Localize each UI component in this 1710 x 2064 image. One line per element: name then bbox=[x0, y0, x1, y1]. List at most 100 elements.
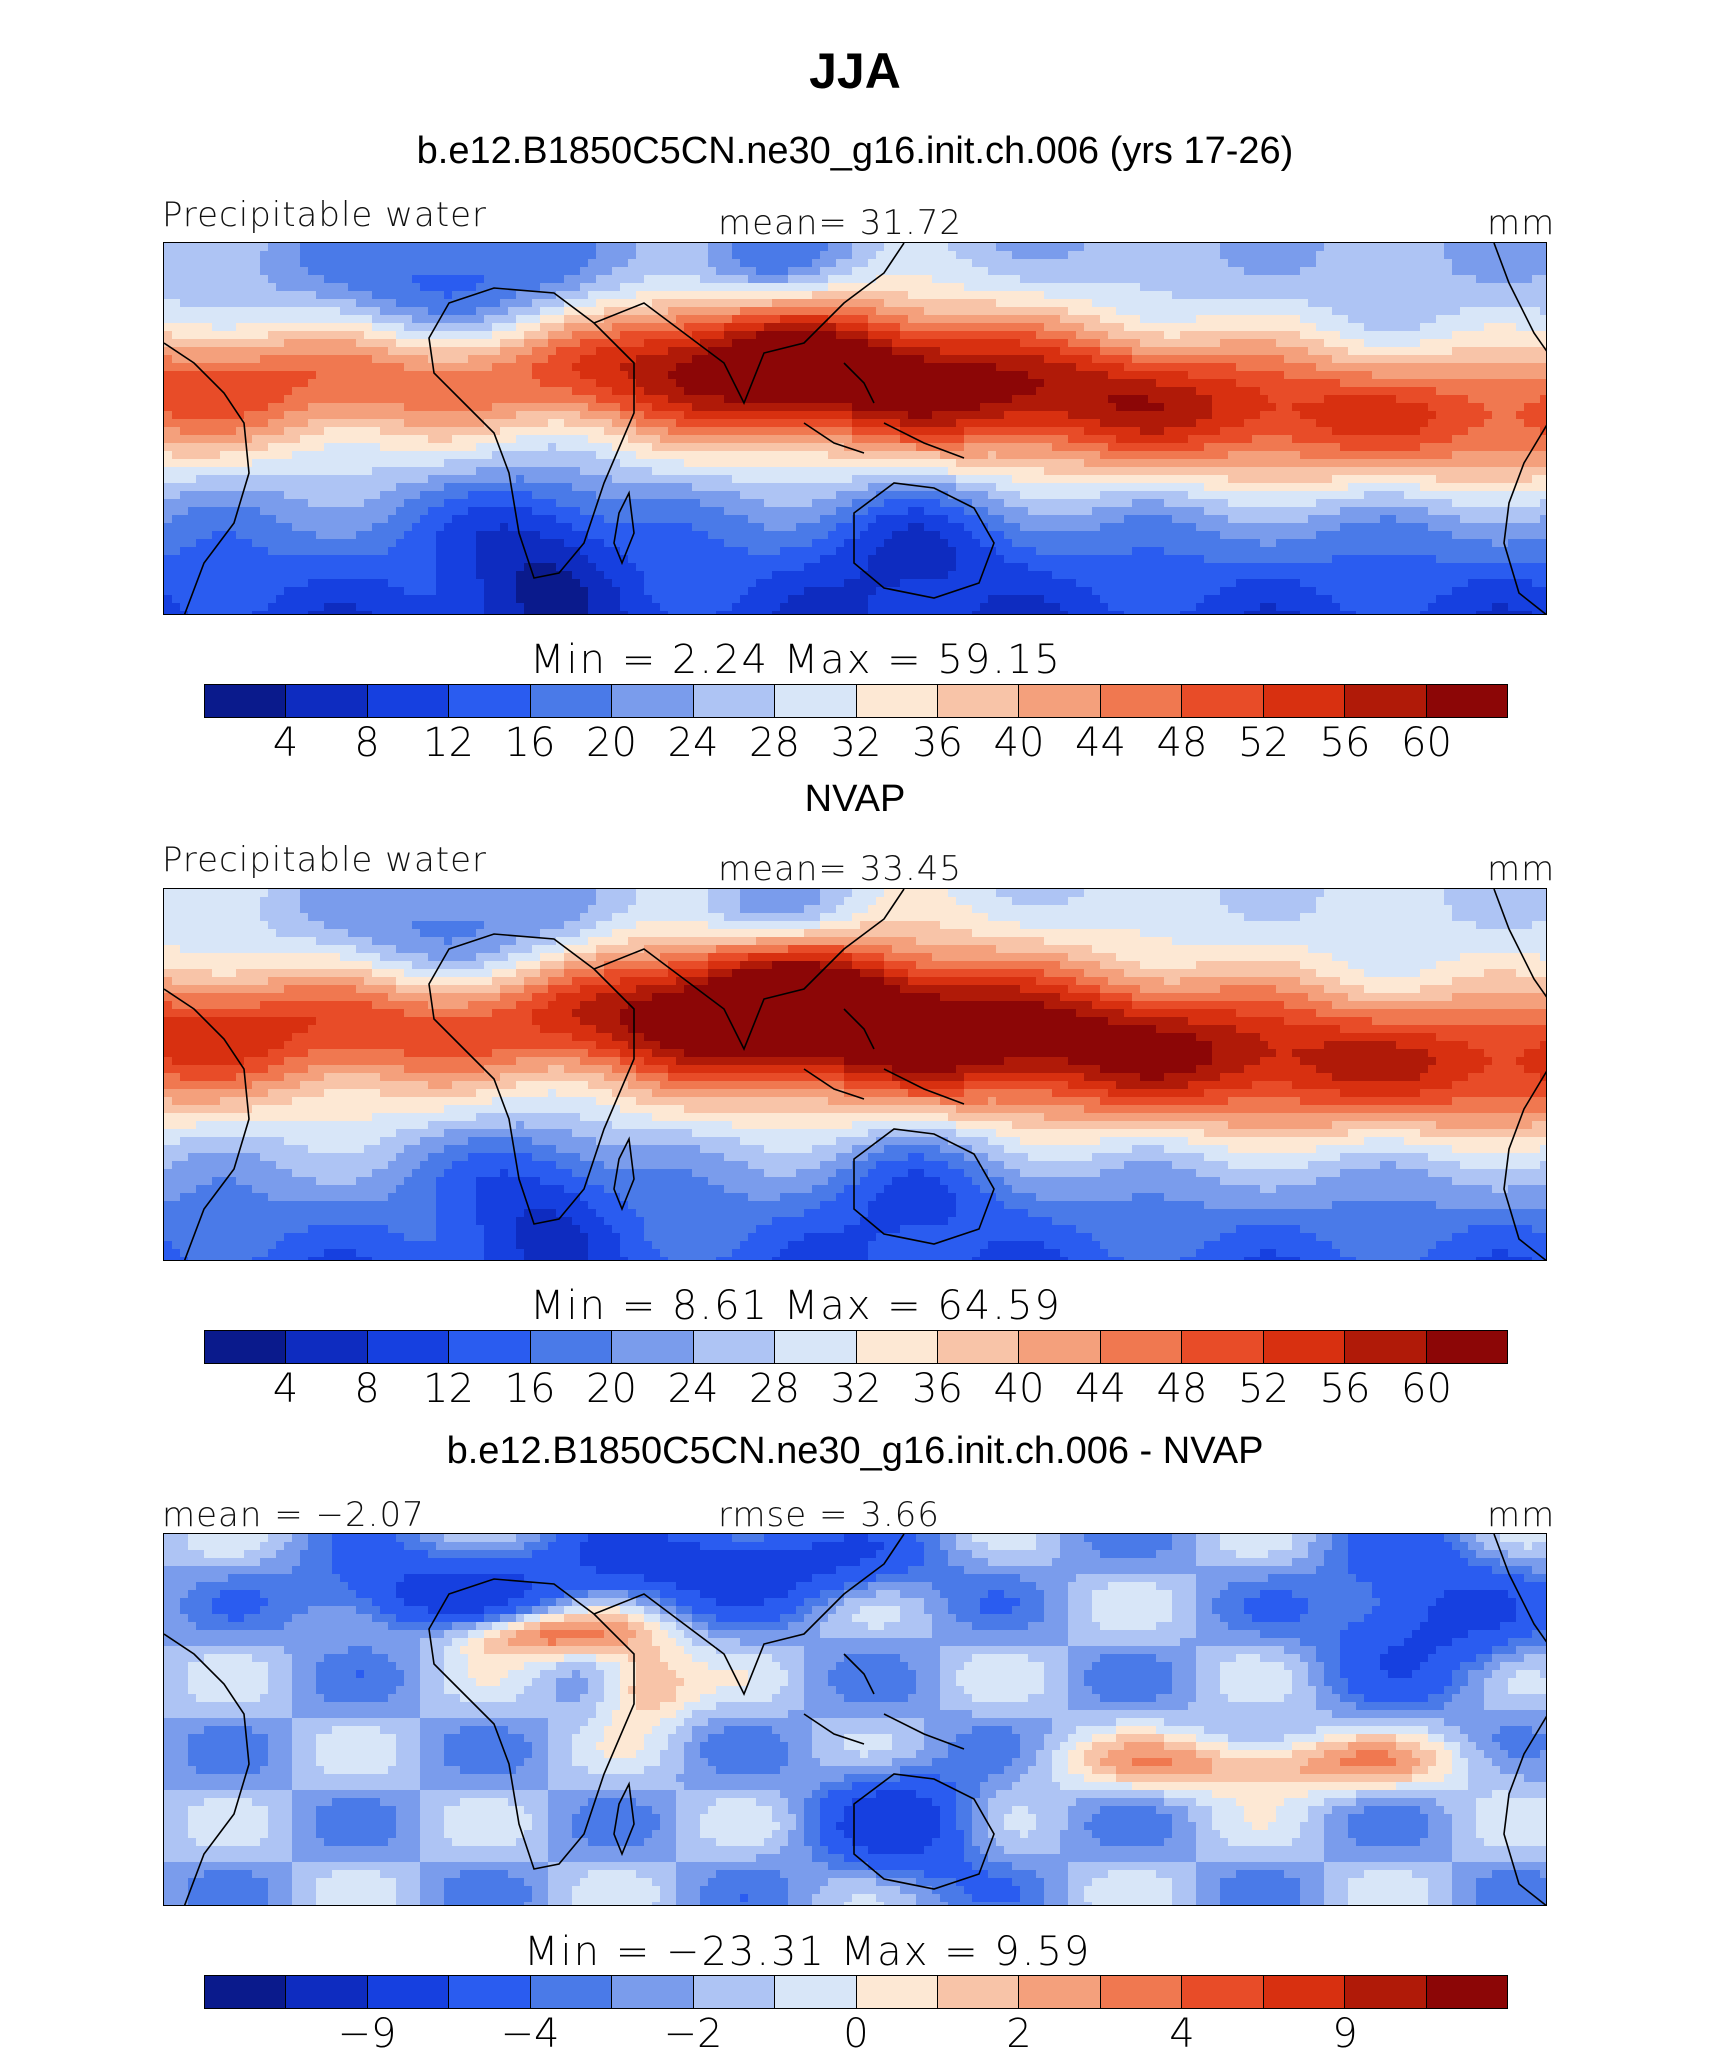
panel-2-map bbox=[163, 888, 1547, 1261]
colorbar-swatch bbox=[693, 1331, 776, 1363]
figure-title: JJA bbox=[0, 42, 1710, 100]
colorbar-swatch bbox=[856, 685, 938, 717]
colorbar-tick-label: 44 bbox=[1075, 720, 1126, 766]
colorbar-swatch bbox=[937, 1976, 1020, 2008]
colorbar-swatch bbox=[1100, 685, 1183, 717]
colorbar-swatch bbox=[775, 1976, 857, 2008]
colorbar-swatch bbox=[286, 1331, 368, 1363]
colorbar-tick-label: 20 bbox=[586, 720, 637, 766]
panel-2-map-svg bbox=[164, 889, 1546, 1260]
colorbar-tick-label: 16 bbox=[505, 1366, 556, 1412]
colorbar-swatch bbox=[612, 685, 694, 717]
colorbar-tick-label: 36 bbox=[912, 1366, 963, 1412]
colorbar-swatch bbox=[1019, 1976, 1101, 2008]
colorbar-tick-label: 16 bbox=[505, 720, 556, 766]
colorbar-tick-label: 8 bbox=[354, 720, 379, 766]
colorbar-swatch bbox=[1100, 1331, 1183, 1363]
panel-2-units-label: mm bbox=[1487, 849, 1555, 889]
panel-1-colorbar-ticks: 4 8 12 16 20 24 28 32 36 40 44 48 52 56 60 bbox=[204, 720, 1508, 768]
colorbar-swatch bbox=[286, 1976, 368, 2008]
panel-1-minmax: Min = 2.24 Max = 59.15 bbox=[530, 637, 1062, 683]
panel-3-subtitle: b.e12.B1850C5CN.ne30_g16.init.ch.006 - N… bbox=[0, 1430, 1710, 1473]
colorbar-tick-label: 32 bbox=[831, 720, 882, 766]
panel-2-colorbar-ticks: 4 8 12 16 20 24 28 32 36 40 44 48 52 56 60 bbox=[204, 1366, 1508, 1414]
colorbar-swatch bbox=[693, 685, 776, 717]
colorbar-swatch bbox=[530, 1331, 613, 1363]
colorbar-tick-label: 24 bbox=[668, 1366, 719, 1412]
colorbar-swatch bbox=[1019, 1331, 1101, 1363]
colorbar-swatch bbox=[367, 685, 450, 717]
colorbar-tick-label: 0 bbox=[843, 2011, 868, 2057]
panel-2-subtitle: NVAP bbox=[0, 778, 1710, 821]
colorbar-swatch bbox=[856, 1976, 938, 2008]
panel-3-colorbar bbox=[204, 1975, 1508, 2009]
colorbar-swatch bbox=[367, 1976, 450, 2008]
colorbar-tick-label: 36 bbox=[912, 720, 963, 766]
colorbar-swatch bbox=[1426, 1976, 1507, 2008]
colorbar-swatch bbox=[367, 1331, 450, 1363]
colorbar-swatch bbox=[1182, 1976, 1264, 2008]
colorbar-swatch bbox=[775, 685, 857, 717]
colorbar-tick-label: 28 bbox=[749, 1366, 800, 1412]
colorbar-swatch bbox=[1426, 1331, 1507, 1363]
colorbar-swatch bbox=[449, 685, 531, 717]
colorbar-tick-label: −4 bbox=[501, 2011, 560, 2057]
colorbar-tick-label: 48 bbox=[1157, 1366, 1208, 1412]
colorbar-swatch bbox=[1182, 685, 1264, 717]
colorbar-tick-label: 56 bbox=[1320, 720, 1371, 766]
panel-1-subtitle: b.e12.B1850C5CN.ne30_g16.init.ch.006 (yr… bbox=[0, 130, 1710, 173]
colorbar-swatch bbox=[775, 1331, 857, 1363]
colorbar-swatch bbox=[937, 685, 1020, 717]
colorbar-tick-label: −2 bbox=[664, 2011, 723, 2057]
colorbar-swatch bbox=[205, 1331, 287, 1363]
colorbar-tick-label: 52 bbox=[1238, 1366, 1289, 1412]
colorbar-tick-label: 52 bbox=[1238, 720, 1289, 766]
colorbar-swatch bbox=[1019, 685, 1101, 717]
colorbar-tick-label: 9 bbox=[1332, 2011, 1357, 2057]
colorbar-tick-label: 40 bbox=[994, 720, 1045, 766]
colorbar-swatch bbox=[530, 1976, 613, 2008]
panel-3-mean-label: mean = −2.07 bbox=[162, 1495, 425, 1535]
colorbar-tick-label: 4 bbox=[273, 1366, 298, 1412]
panel-1-map bbox=[163, 242, 1547, 615]
panel-2-variable-label: Precipitable water bbox=[162, 840, 487, 880]
panel-1-map-svg bbox=[164, 243, 1546, 614]
colorbar-swatch bbox=[1345, 1331, 1427, 1363]
colorbar-swatch bbox=[1182, 1331, 1264, 1363]
colorbar-swatch bbox=[1100, 1976, 1183, 2008]
panel-1-units-label: mm bbox=[1487, 203, 1555, 243]
panel-2-colorbar bbox=[204, 1330, 1508, 1364]
colorbar-swatch bbox=[286, 685, 368, 717]
panel-3-units-label: mm bbox=[1487, 1495, 1555, 1535]
panel-3-rmse-label: rmse = 3.66 bbox=[718, 1495, 940, 1535]
panel-3-map-svg bbox=[164, 1534, 1546, 1905]
colorbar-swatch bbox=[1345, 685, 1427, 717]
colorbar-swatch bbox=[612, 1331, 694, 1363]
colorbar-tick-label: 48 bbox=[1157, 720, 1208, 766]
colorbar-swatch bbox=[1426, 685, 1507, 717]
colorbar-swatch bbox=[856, 1331, 938, 1363]
colorbar-swatch bbox=[530, 685, 613, 717]
colorbar-tick-label: 2 bbox=[1006, 2011, 1031, 2057]
colorbar-tick-label: 44 bbox=[1075, 1366, 1126, 1412]
panel-3-colorbar-ticks: −9 −4 −2 0 2 4 9 bbox=[204, 2011, 1508, 2059]
colorbar-tick-label: 28 bbox=[749, 720, 800, 766]
colorbar-tick-label: 24 bbox=[668, 720, 719, 766]
colorbar-tick-label: 40 bbox=[994, 1366, 1045, 1412]
colorbar-swatch bbox=[612, 1976, 694, 2008]
colorbar-swatch bbox=[1345, 1976, 1427, 2008]
colorbar-tick-label: 60 bbox=[1401, 720, 1452, 766]
colorbar-tick-label: 60 bbox=[1401, 1366, 1452, 1412]
colorbar-swatch bbox=[1263, 1976, 1346, 2008]
colorbar-swatch bbox=[937, 1331, 1020, 1363]
panel-1-colorbar bbox=[204, 684, 1508, 718]
colorbar-tick-label: 8 bbox=[354, 1366, 379, 1412]
colorbar-swatch bbox=[693, 1976, 776, 2008]
colorbar-tick-label: 12 bbox=[423, 720, 474, 766]
colorbar-swatch bbox=[449, 1331, 531, 1363]
colorbar-tick-label: 4 bbox=[1169, 2011, 1194, 2057]
colorbar-tick-label: −9 bbox=[338, 2011, 397, 2057]
panel-1-variable-label: Precipitable water bbox=[162, 195, 487, 235]
colorbar-tick-label: 32 bbox=[831, 1366, 882, 1412]
colorbar-swatch bbox=[1263, 1331, 1346, 1363]
